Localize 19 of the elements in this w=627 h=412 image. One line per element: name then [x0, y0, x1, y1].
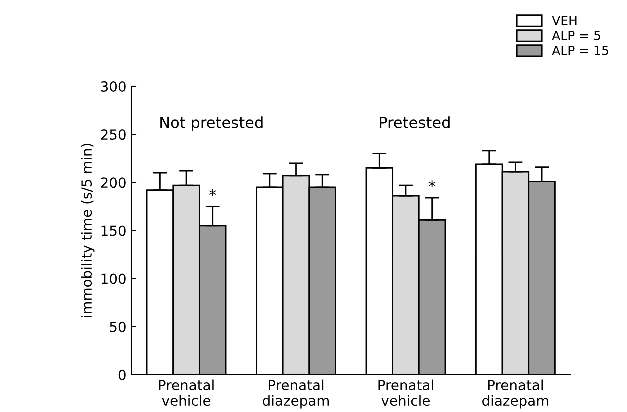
y-tick-label: 150 — [102, 226, 126, 236]
legend-label: VEH — [552, 16, 577, 26]
legend-label: ALP = 5 — [552, 31, 600, 40]
y-axis-title: immobility time (s/5 min) — [81, 144, 95, 318]
data-label: * — [428, 180, 436, 188]
annotation: Pretested — [380, 116, 450, 128]
y-tick-label: 300 — [101, 81, 126, 92]
x-tick-label: Prenatal vehicle — [159, 380, 214, 406]
y-tick-label: 50 — [110, 322, 126, 332]
data-label: * — [210, 189, 216, 196]
x-tick-label: Prenatal vehicle — [378, 380, 434, 406]
x-tick-label: Prenatal diazepam — [263, 380, 330, 409]
x-tick-label: Prenatal diazepam — [482, 380, 548, 409]
y-tick-label: 100 — [102, 274, 126, 284]
y-tick-label: 0 — [118, 370, 126, 380]
y-tick-label: 200 — [101, 178, 126, 188]
annotation: Not pretested — [160, 116, 263, 132]
legend-label: ALP = 15 — [552, 46, 608, 56]
y-tick-label: 250 — [101, 130, 126, 140]
